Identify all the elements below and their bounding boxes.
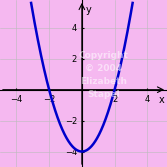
Text: Copyright
© 2004
Elizabeth
Stapel: Copyright © 2004 Elizabeth Stapel <box>79 51 128 100</box>
Text: y: y <box>86 5 92 15</box>
Text: x: x <box>159 95 165 105</box>
